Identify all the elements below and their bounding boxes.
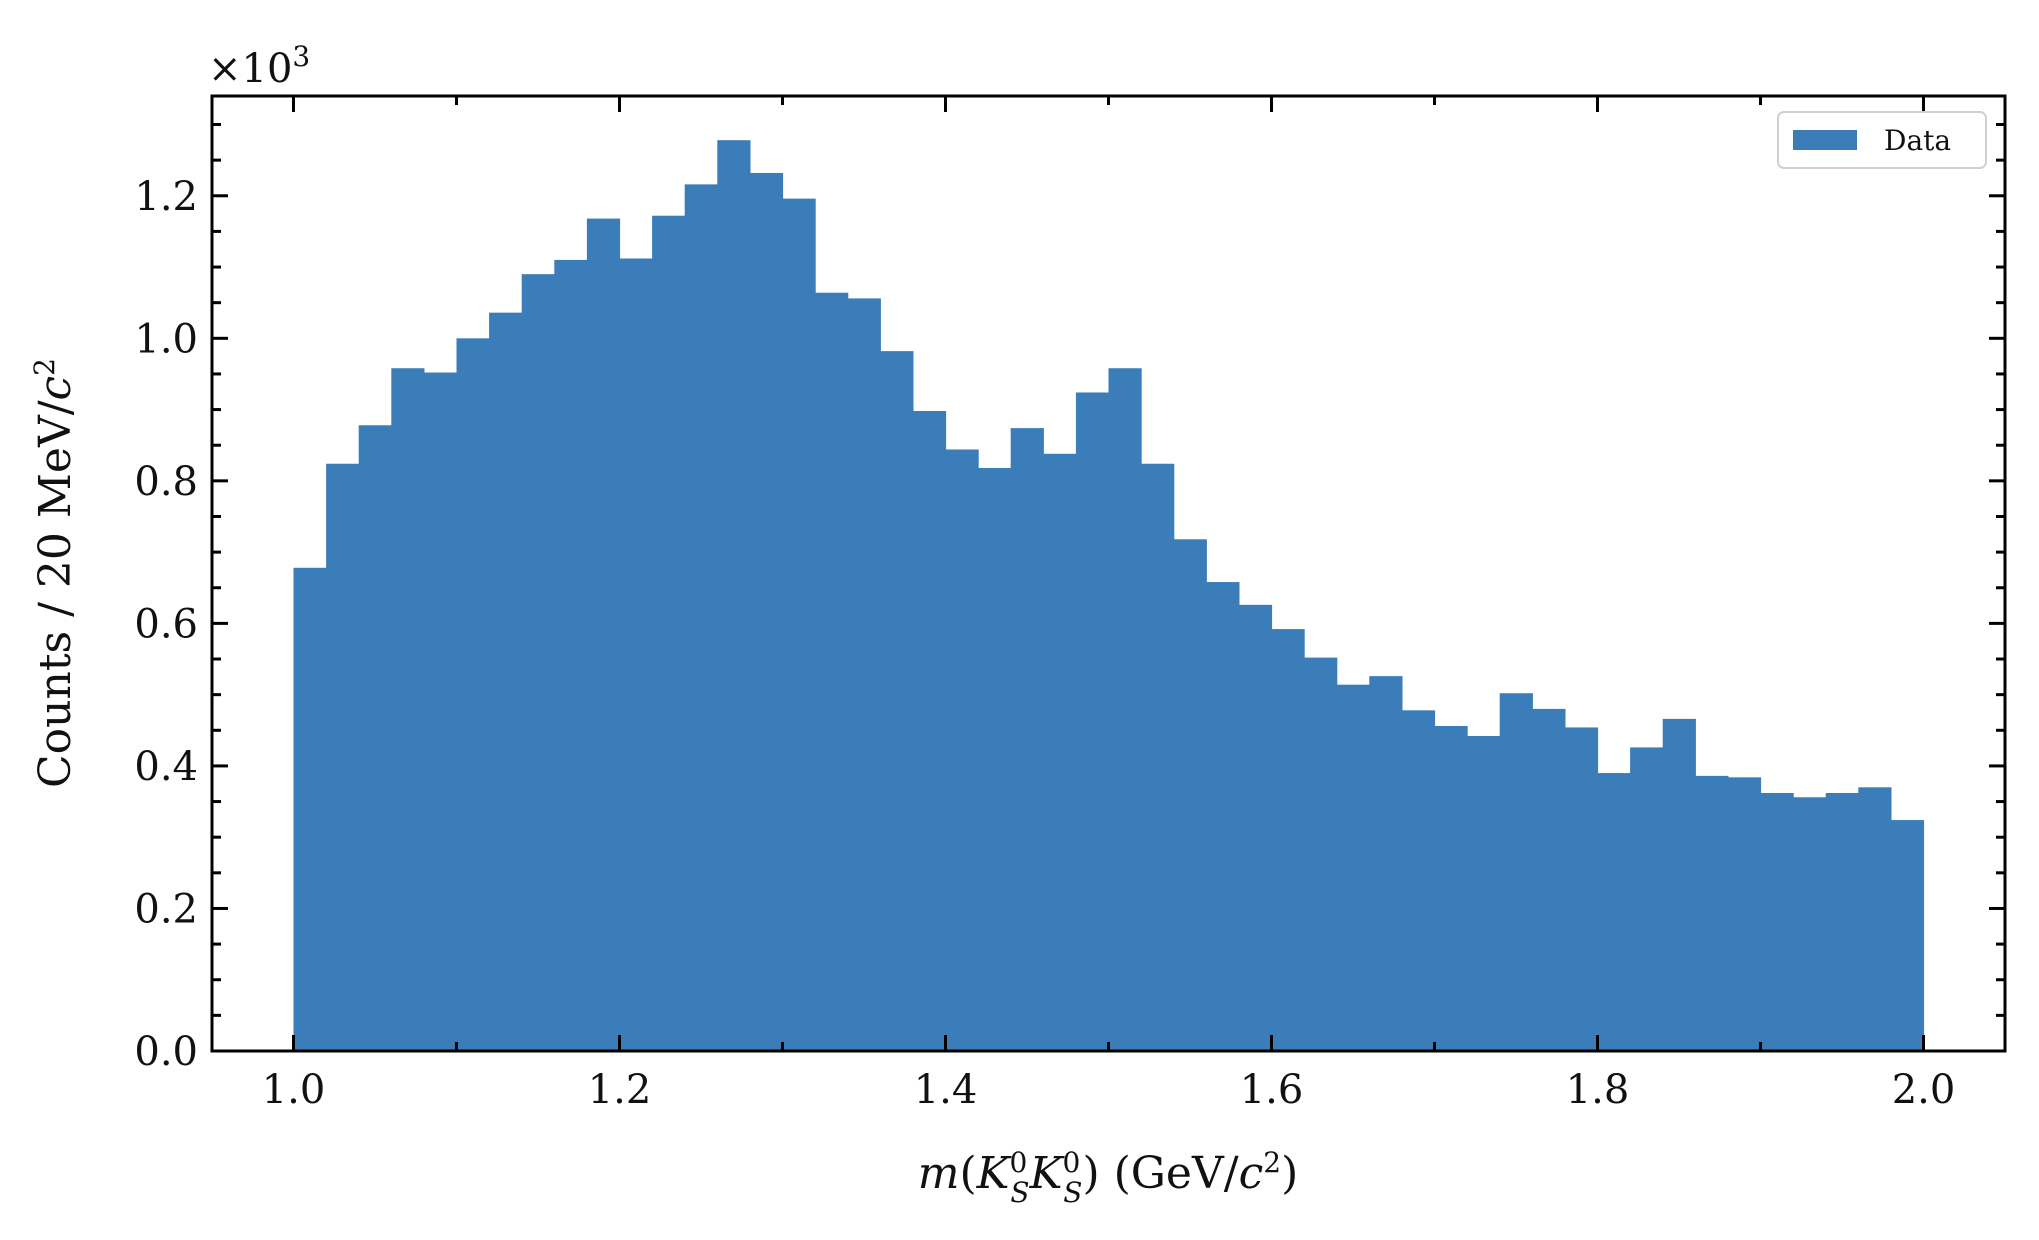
y-tick-label: 0.8 [134,459,198,505]
x-tick-label: 1.4 [914,1067,978,1113]
histogram-bar [1304,657,1338,1051]
axis-ticks [212,96,2005,1053]
histogram-bar [815,292,849,1051]
histogram-bar [1043,453,1077,1051]
histogram-bar [1695,775,1729,1051]
histogram-bar [489,312,523,1051]
legend: Data [1777,111,1987,169]
histogram-bar [1890,820,1925,1051]
histogram-bar [782,198,816,1052]
histogram-bar [1793,797,1827,1051]
histogram-bar [749,172,784,1051]
histogram-bar [1336,684,1370,1051]
histogram-bar [391,368,425,1051]
histogram-bar [1467,735,1501,1051]
histogram-bar [1825,793,1859,1051]
histogram-bar [945,449,979,1051]
y-axis-label: Counts / 20 MeV/c2 [28,358,81,788]
histogram-bar [1141,463,1175,1051]
histogram-bar [554,259,588,1051]
histogram-bar [1760,793,1794,1051]
histogram-bar [1075,392,1110,1051]
histogram-bar [1434,726,1468,1051]
histogram-bar [1173,539,1207,1051]
histogram-bar [1630,747,1664,1051]
legend-box [1777,111,1987,169]
histogram-bar [326,463,360,1051]
histogram-bar [521,274,555,1051]
histogram-bar [1499,693,1533,1051]
histogram-bar [1401,710,1436,1051]
histogram-bar [1597,773,1631,1051]
x-tick-labels: 1.0 1.2 1.4 1.6 1.8 2.0 [262,1067,1956,1113]
histogram-bar [1662,718,1696,1051]
histogram-bar [1369,676,1403,1051]
y-tick-labels: 0.0 0.2 0.4 0.6 0.8 1.0 1.2 [134,174,198,1075]
x-tick-label: 1.6 [1240,1067,1304,1113]
histogram-bar [684,184,718,1051]
x-tick-label: 1.2 [588,1067,652,1113]
legend-swatch [1793,130,1857,150]
y-tick-label: 1.2 [134,174,198,220]
histogram-bar [978,468,1012,1051]
histogram-bar [880,351,914,1051]
histogram-bar [456,338,490,1051]
histogram-bar [1858,787,1892,1051]
histogram-bar [586,218,621,1051]
histogram-bar [423,372,458,1051]
x-tick-label: 1.0 [262,1067,326,1113]
histogram-bar [1010,428,1044,1051]
x-tick-label: 2.0 [1892,1067,1956,1113]
histogram-bar [1108,368,1142,1051]
histogram-bar [619,258,653,1051]
histogram-bar [912,411,947,1052]
histogram-bar [1564,727,1599,1051]
histogram-bar [652,215,686,1052]
y-tick-label: 0.6 [134,601,198,647]
histogram-bar [717,140,751,1051]
histogram-bar [1532,708,1566,1051]
x-tick-label: 1.8 [1566,1067,1630,1113]
histogram-bar [847,298,881,1052]
y-tick-label: 0.0 [134,1029,198,1075]
histogram-bars [293,140,1925,1052]
x-axis-label: m(K0 SK0 S) (GeV/c2) [918,1146,1298,1209]
legend-label: Data [1884,124,1951,157]
histogram-bar [1238,604,1273,1051]
histogram-bar [1271,629,1305,1051]
histogram-bar [358,425,392,1051]
plot-frame [210,94,2007,1053]
y-axis-multiplier: ×103 [208,40,310,92]
y-tick-label: 0.2 [134,886,198,932]
y-tick-label: 0.4 [134,744,198,790]
y-tick-label: 1.0 [134,316,198,362]
histogram-bar [1206,582,1240,1051]
histogram-bar [1727,777,1762,1051]
histogram-bar [293,567,327,1051]
